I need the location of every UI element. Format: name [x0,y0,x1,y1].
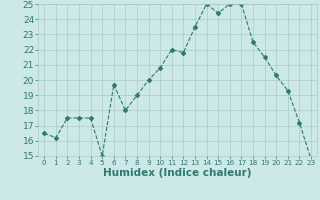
X-axis label: Humidex (Indice chaleur): Humidex (Indice chaleur) [103,168,252,178]
